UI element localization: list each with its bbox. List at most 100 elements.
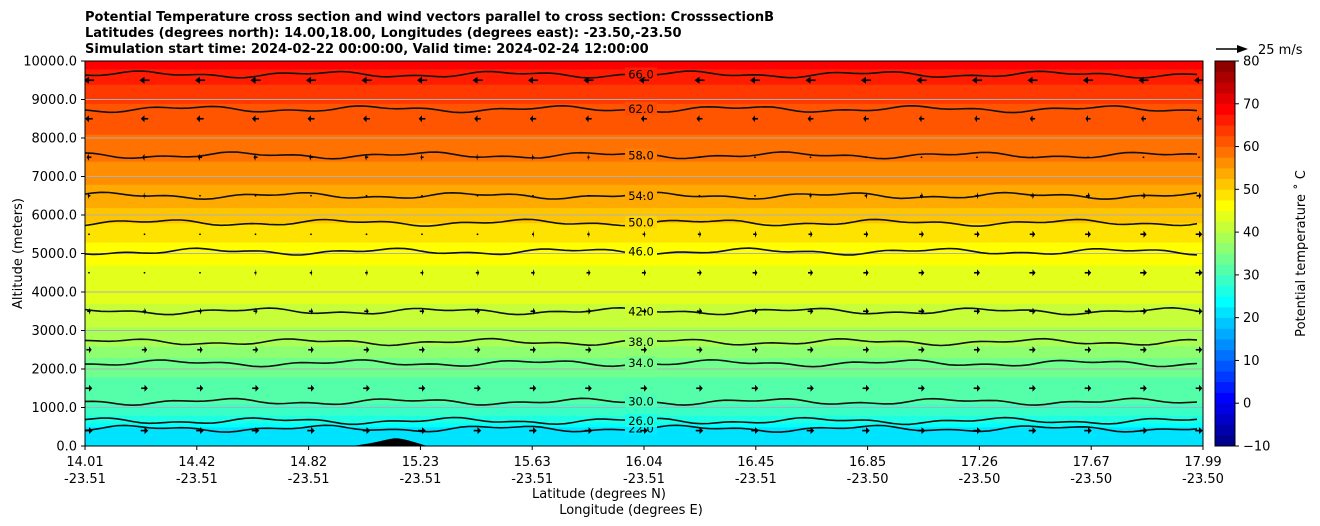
colorbar-segment (1215, 253, 1235, 265)
colorbar-segment (1215, 114, 1235, 126)
wind-vector-dot (310, 233, 312, 236)
wind-vector-dot (643, 156, 645, 159)
wind-vector-head (752, 115, 755, 123)
wind-vector-head (699, 346, 703, 354)
colorbar-segment (1215, 360, 1235, 372)
wind-vector-head (1032, 346, 1036, 354)
wind-vector-head (1138, 76, 1144, 84)
x-tick-label-lon: -23.51 (623, 472, 665, 487)
x-tick-label-lon: -23.50 (958, 472, 1000, 487)
wind-vector-head (533, 427, 537, 435)
colorbar-segment (1215, 296, 1235, 308)
x-tick-label-lon: -23.50 (1070, 472, 1112, 487)
x-tick-label-lon: -23.51 (288, 472, 330, 487)
temperature-band (85, 299, 1203, 305)
contour-label: 34.0 (628, 356, 654, 370)
temperature-band (85, 84, 1203, 89)
temperature-band (85, 164, 1203, 170)
wind-vector-head (1082, 76, 1088, 84)
temperature-band (85, 134, 1203, 139)
colorbar-segment (1215, 306, 1235, 319)
contour-label-bg (625, 67, 657, 81)
wind-vector-head (810, 269, 814, 277)
wind-vector-dot (143, 271, 146, 274)
wind-vector-head (144, 427, 149, 435)
contour-label: 30.0 (628, 395, 654, 409)
wind-vector-head (1141, 115, 1144, 123)
y-tick-label: 7000.0 (32, 170, 78, 185)
wind-vector-head (1032, 427, 1037, 435)
wind-vector-head (583, 76, 589, 84)
wind-vector-head (977, 307, 981, 315)
wind-vector-head (810, 230, 813, 238)
wind-vector-head (366, 269, 368, 277)
wind-vector-head (89, 384, 93, 392)
wind-vector-head (974, 115, 977, 123)
wind-vector-head (533, 384, 537, 392)
wind-vector-dot (1198, 156, 1200, 159)
colorbar: −10 0 10 20 30 40 50 60 70 80 (1214, 55, 1270, 455)
wind-vector-head (866, 192, 868, 200)
wind-vector-head (1143, 230, 1147, 238)
wind-vector-dot (88, 233, 90, 236)
wind-vector-head (1199, 307, 1203, 315)
wind-vector-dot (365, 194, 368, 197)
wind-vector-head (644, 307, 647, 315)
chart-title-line-2: Latitudes (degrees north): 14.00,18.00, … (85, 26, 682, 41)
wind-vector-head (1085, 115, 1088, 123)
temperature-band (85, 284, 1203, 289)
x-axis-label-latitude: Latitude (degrees N) (532, 487, 666, 502)
temperature-band (85, 353, 1203, 359)
colorbar-frame (1214, 60, 1236, 447)
contour-label-bg (625, 244, 657, 258)
y-axis: 0.0 1000.0 2000.0 3000.0 4000.0 5000.0 6000.0 7… (23, 55, 85, 455)
wind-vector-head (1032, 384, 1036, 392)
wind-vector-head (253, 153, 256, 161)
colorbar-segment (1215, 264, 1235, 276)
chart-title-line-3: Simulation start time: 2024-02-22 00:00:… (85, 42, 649, 57)
temperature-band (85, 141, 1203, 147)
wind-vector-head (1032, 307, 1036, 315)
colorbar-tick-label: 0 (1243, 397, 1251, 412)
wind-vector-head (810, 427, 815, 435)
wind-vector-head (921, 427, 926, 435)
colorbar-segment (1215, 93, 1235, 105)
colorbar-segment (1215, 274, 1235, 286)
wind-vector-head (86, 153, 89, 161)
quiver-key-label: 25 m/s (1258, 43, 1303, 58)
temperature-band (85, 161, 1203, 166)
contour-label: 58.0 (628, 148, 654, 162)
wind-vector-head (529, 115, 533, 123)
wind-vector-dot (698, 156, 701, 159)
colorbar-segment (1215, 189, 1235, 201)
wind-vector-head (921, 384, 925, 392)
wind-vector-dot (532, 194, 534, 197)
wind-vector-head (361, 76, 367, 84)
wind-vector-head (255, 384, 259, 392)
y-tick-label: 10000.0 (23, 55, 77, 70)
wind-vector-head (255, 307, 258, 315)
wind-vector-head (810, 192, 812, 200)
wind-vector-dot (143, 233, 146, 236)
wind-vector-head (142, 153, 145, 161)
wind-vector-head (1199, 384, 1203, 392)
colorbar-tick-label: 40 (1243, 226, 1260, 241)
wind-vector-head (921, 230, 924, 238)
wind-vector-head (921, 192, 923, 200)
colorbar-segment (1215, 103, 1235, 115)
wind-vector-dot (88, 271, 90, 274)
x-tick-label-lat: 14.01 (66, 455, 103, 470)
contour-label-bg (625, 356, 657, 370)
temperature-band (85, 265, 1203, 270)
wind-vector-head (1143, 346, 1147, 354)
colorbar-label: Potential temperature ˚ C (1293, 170, 1309, 337)
wind-vector-head (307, 115, 311, 123)
wind-vector-head (866, 427, 870, 435)
colorbar-segment (1215, 178, 1235, 190)
wind-vector-head (1088, 384, 1092, 392)
temperature-band (85, 276, 1203, 282)
wind-vector-head (477, 307, 480, 315)
x-tick-label-lat: 15.63 (514, 455, 551, 470)
wind-vector-head (866, 230, 869, 238)
